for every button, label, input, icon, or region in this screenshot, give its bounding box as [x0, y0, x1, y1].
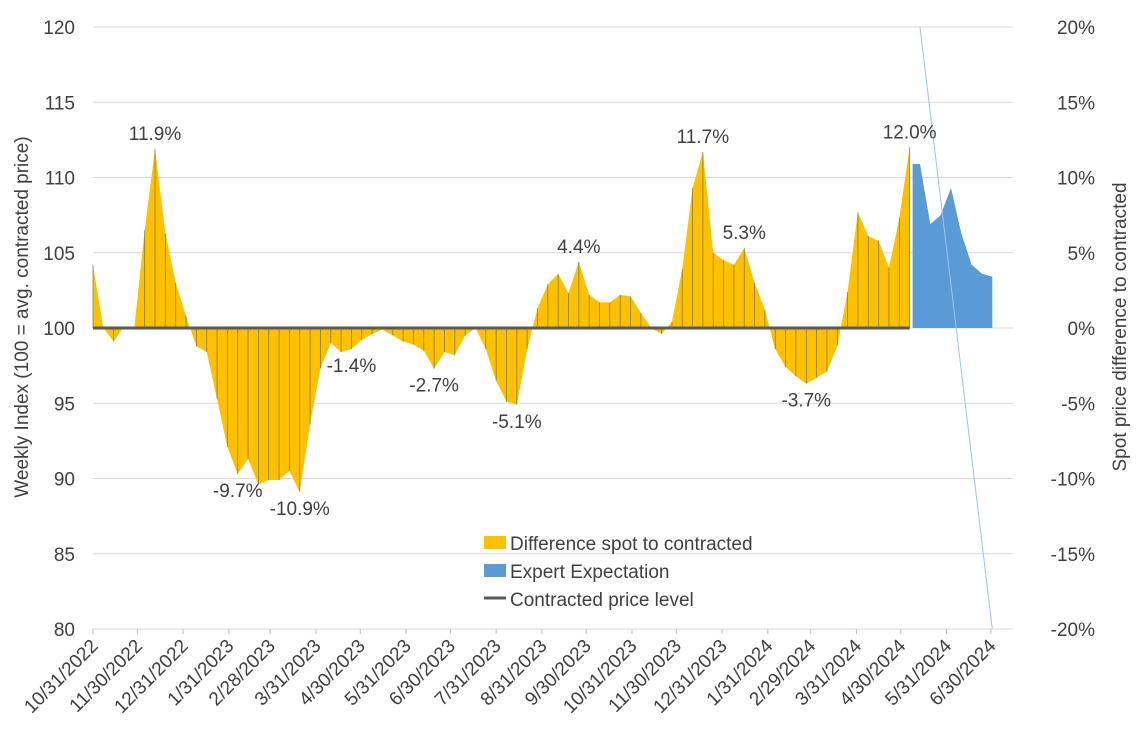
left-tick-label: 100 [43, 319, 75, 340]
right-axis-title: Spot price difference to contracted [1110, 182, 1131, 471]
legend-label-expert: Expert Expectation [510, 562, 669, 583]
data-label: -5.1% [492, 412, 542, 433]
legend-label-contracted: Contracted price level [510, 590, 694, 611]
data-labels: 11.9% -9.7% -10.9% -1.4% -2.7% -5.1% 4.4% 11.7%… [129, 122, 937, 520]
legend-item-expert[interactable]: Expert Expectation [484, 562, 669, 583]
legend-label-difference: Difference spot to contracted [510, 534, 753, 555]
data-label: -3.7% [781, 391, 831, 412]
difference-area [93, 147, 910, 492]
right-tick-label: -20% [1051, 620, 1095, 641]
left-tick-label: 120 [43, 18, 75, 39]
data-label: -9.7% [213, 481, 263, 502]
legend-swatch-expert [484, 564, 506, 577]
right-tick-label: 10% [1057, 169, 1095, 190]
legend: Difference spot to contracted Expert Exp… [484, 534, 753, 611]
forecast-line [919, 26, 993, 630]
left-tick-label: 110 [45, 169, 75, 190]
left-tick-label: 80 [54, 620, 75, 641]
expert-expectation-area [912, 164, 993, 328]
left-tick-label: 115 [45, 93, 75, 114]
data-areas [93, 147, 993, 492]
data-label: 11.7% [677, 127, 730, 148]
data-droplines [92, 147, 911, 493]
data-label: -2.7% [409, 376, 459, 397]
data-label: 12.0% [883, 122, 937, 143]
data-label: 4.4% [557, 237, 600, 258]
right-tick-label: 0% [1068, 319, 1096, 340]
legend-item-difference[interactable]: Difference spot to contracted [484, 534, 753, 555]
right-tick-label: -15% [1051, 545, 1095, 566]
data-label: -1.4% [327, 356, 377, 377]
data-label: 5.3% [723, 223, 766, 244]
left-tick-label: 105 [43, 244, 75, 265]
forecast-boundary-line [919, 26, 993, 630]
right-tick-label: -5% [1061, 394, 1095, 415]
right-tick-label: 20% [1057, 18, 1095, 39]
right-tick-label: 15% [1057, 93, 1095, 114]
data-label: -10.9% [270, 499, 330, 520]
left-tick-label: 95 [54, 394, 75, 415]
legend-swatch-difference [484, 536, 506, 549]
left-axis-title: Weekly Index (100 = avg. contracted pric… [12, 136, 33, 497]
right-tick-label: -10% [1051, 470, 1095, 491]
left-tick-label: 90 [54, 470, 75, 491]
legend-item-contracted[interactable]: Contracted price level [484, 590, 694, 611]
right-tick-label: 5% [1068, 244, 1096, 265]
left-tick-label: 85 [54, 545, 75, 566]
data-label: 11.9% [129, 124, 182, 145]
